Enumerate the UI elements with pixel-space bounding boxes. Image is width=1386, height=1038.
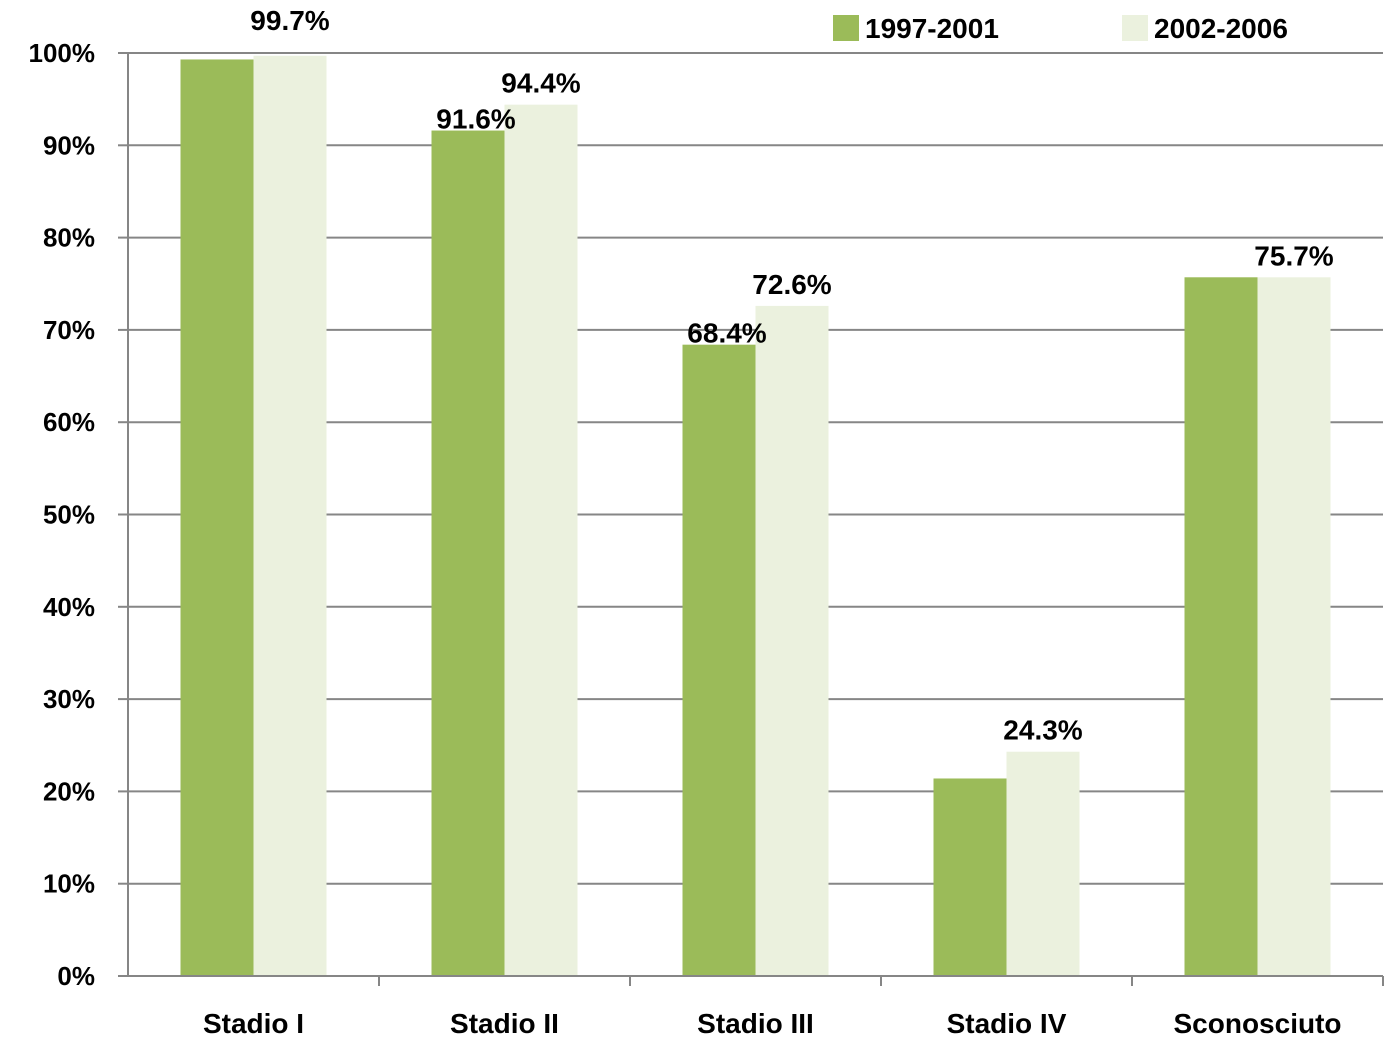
bar xyxy=(1006,751,1080,976)
y-tick-label: 20% xyxy=(43,776,95,806)
bar xyxy=(682,344,756,977)
bar xyxy=(431,130,505,977)
data-label: 91.6% xyxy=(436,104,515,135)
y-tick-label: 90% xyxy=(43,130,95,160)
legend: 1997-2001 2002-2006 xyxy=(833,13,1288,44)
bars xyxy=(180,55,1331,977)
y-tick-label: 30% xyxy=(43,684,95,714)
data-label: 75.7% xyxy=(1254,240,1333,271)
legend-swatch xyxy=(1122,15,1148,41)
data-label: 94.4% xyxy=(501,68,580,99)
bar xyxy=(180,59,254,976)
bar xyxy=(755,305,829,977)
data-label: 24.3% xyxy=(1003,715,1082,746)
legend-label: 2002-2006 xyxy=(1154,13,1288,44)
y-tick-label: 0% xyxy=(57,961,95,991)
y-tick-label: 70% xyxy=(43,315,95,345)
category-label: Sconosciuto xyxy=(1173,1008,1341,1038)
category-label: Stadio I xyxy=(203,1008,304,1038)
data-label: 68.4% xyxy=(687,318,766,349)
bar xyxy=(1257,277,1331,976)
bar xyxy=(253,55,327,977)
data-label: 99.7% xyxy=(250,5,329,36)
data-label: 72.6% xyxy=(752,269,831,300)
y-tick-label: 60% xyxy=(43,407,95,437)
bar xyxy=(1184,277,1258,976)
y-tick-label: 10% xyxy=(43,869,95,899)
y-tick-label: 100% xyxy=(29,38,96,68)
legend-swatch xyxy=(833,15,859,41)
y-tick-label: 80% xyxy=(43,223,95,253)
legend-label: 1997-2001 xyxy=(865,13,999,44)
bar xyxy=(504,104,578,977)
axes xyxy=(127,53,1384,986)
y-axis-ticks: 0% 10% 20% 30% 40% 50% 60% 70% 80% 90% 100% xyxy=(29,38,96,991)
bar xyxy=(933,778,1007,976)
data-labels: 99.7% 91.6% 94.4% 68.4% 72.6% 24.3% 75.7% xyxy=(250,5,1333,746)
category-label: Stadio III xyxy=(697,1008,814,1038)
y-tick-label: 40% xyxy=(43,592,95,622)
category-label: Stadio IV xyxy=(947,1008,1067,1038)
y-tick-label: 50% xyxy=(43,500,95,530)
category-label: Stadio II xyxy=(450,1008,559,1038)
category-labels: Stadio I Stadio II Stadio III Stadio IV Scon… xyxy=(203,1008,1342,1038)
